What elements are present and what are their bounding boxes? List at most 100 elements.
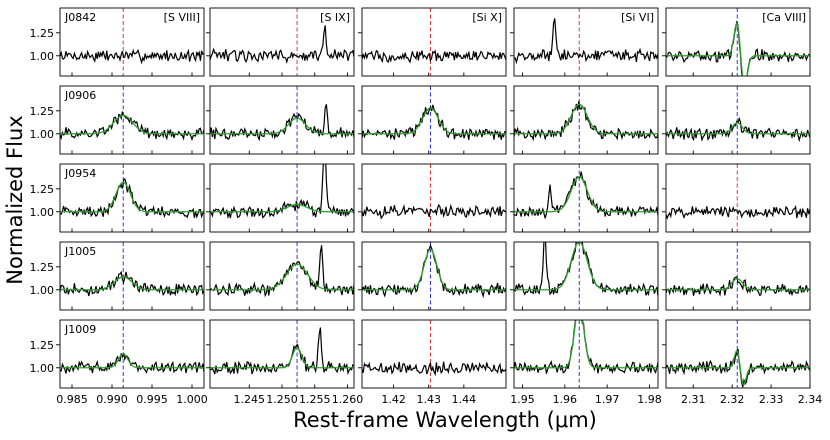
spectrum-data	[60, 48, 204, 65]
x-tick-label: 1.42	[381, 393, 406, 406]
x-tick-label: 2.33	[759, 393, 784, 406]
spectrum-data	[362, 49, 506, 64]
spectrum-data	[514, 242, 658, 297]
panel-j0842-3: [Si VI]	[510, 7, 659, 77]
fit-model-curve	[666, 278, 810, 291]
fit-model-curve	[210, 346, 354, 369]
fit-model-curve	[210, 203, 354, 213]
fit-model-curve	[666, 350, 810, 386]
spectrum-data	[60, 111, 204, 142]
panel-j0906-4	[662, 85, 811, 155]
object-label: J0842	[64, 11, 96, 24]
x-tick-label: 0.990	[96, 393, 128, 406]
line-label: [S VIII]	[164, 11, 200, 24]
panels-group: 1.00 1.25 J0842 [S VIII] [S IX] [Si X] [Si VI]…	[30, 7, 822, 406]
spectrum-data	[514, 320, 658, 375]
y-tick-label: 1.25	[30, 183, 55, 196]
y-tick-label: 1.00	[30, 284, 55, 297]
line-label: [Ca VIII]	[762, 11, 806, 24]
panel-frame	[361, 163, 507, 233]
panel-frame	[513, 85, 659, 155]
panel-frame	[209, 241, 355, 311]
x-axis-label: Rest-frame Wavelength (μm)	[293, 408, 597, 432]
panel-frame	[59, 85, 205, 155]
spectrum-data	[210, 25, 354, 64]
fit-model-curve	[210, 117, 354, 135]
panel-frame	[665, 85, 811, 155]
panel-frame	[513, 7, 659, 77]
y-tick-label: 1.00	[30, 362, 55, 375]
panel-j0842-1: [S IX]	[206, 7, 355, 77]
panel-j1005-2	[358, 241, 507, 311]
spectrum-data	[666, 204, 810, 220]
panel-j0954-1	[206, 163, 355, 233]
x-tick-label: 1.245	[234, 393, 266, 406]
x-tick-label: 1.95	[510, 393, 535, 406]
panel-frame	[209, 85, 355, 155]
panel-frame	[59, 319, 205, 389]
panel-frame	[665, 7, 811, 77]
x-tick-label: 1.43	[416, 393, 441, 406]
fit-model-curve	[514, 176, 658, 213]
line-label: [S IX]	[320, 11, 350, 24]
panel-frame	[209, 319, 355, 389]
fit-model-curve	[666, 122, 810, 135]
panel-j0906-1	[206, 85, 355, 155]
spectrum-data	[362, 203, 506, 220]
panel-j0954-0: 1.00 1.25 J0954	[30, 163, 205, 233]
panel-j1009-1: 1.245 1.250 1.255 1.260	[206, 319, 363, 406]
panel-j0842-2: [Si X]	[358, 7, 507, 77]
x-tick-label: 1.44	[452, 393, 477, 406]
y-tick-label: 1.25	[30, 261, 55, 274]
fit-model-curve	[60, 353, 204, 369]
x-tick-label: 1.255	[299, 393, 331, 406]
panel-frame	[361, 7, 507, 77]
panel-j0906-0: 1.00 1.25 J0906	[30, 85, 205, 155]
panel-frame	[665, 163, 811, 233]
fit-model-curve	[362, 248, 506, 291]
fit-model-curve	[60, 181, 204, 213]
x-tick-label: 1.97	[595, 393, 620, 406]
panel-j1009-4: 2.31 2.32 2.33 2.34	[662, 319, 822, 406]
panel-j0954-3	[510, 163, 659, 233]
panel-frame	[513, 319, 659, 389]
x-tick-label: 1.000	[176, 393, 208, 406]
y-tick-label: 1.00	[30, 206, 55, 219]
spectrum-data	[362, 361, 506, 377]
spectrum-data	[514, 101, 658, 142]
panel-frame	[59, 7, 205, 77]
x-tick-label: 1.98	[637, 393, 662, 406]
spectrum-data	[666, 348, 810, 388]
x-tick-label: 0.985	[56, 393, 88, 406]
spectrum-data	[666, 20, 810, 76]
spectrum-data	[514, 18, 658, 65]
panel-j1005-3	[510, 241, 659, 311]
panel-frame	[361, 241, 507, 311]
fit-model-curve	[514, 103, 658, 135]
x-tick-label: 0.995	[136, 393, 168, 406]
panel-j1009-3: 1.95 1.96 1.97 1.98	[510, 319, 662, 406]
panel-j1005-0: 1.00 1.25 J1005	[30, 241, 205, 311]
panel-j1005-4	[662, 241, 811, 311]
fit-model-curve	[362, 107, 506, 135]
object-label: J1005	[64, 245, 96, 258]
spectrum-data	[210, 245, 354, 298]
object-label: J1009	[64, 323, 96, 336]
y-tick-label: 1.25	[30, 105, 55, 118]
spectrum-data	[60, 352, 204, 374]
x-tick-label: 2.32	[720, 393, 745, 406]
line-label: [Si VI]	[621, 11, 654, 24]
panel-frame	[209, 163, 355, 233]
spectrum-data	[666, 116, 810, 143]
panel-frame	[665, 319, 811, 389]
panel-frame	[59, 241, 205, 311]
panel-frame	[361, 319, 507, 389]
x-tick-label: 1.250	[266, 393, 298, 406]
panel-j1009-0: 0.985 0.990 0.995 1.000 1.00 1.25 J1009	[30, 319, 208, 406]
spectrum-data	[210, 327, 354, 376]
fit-model-curve	[210, 263, 354, 291]
spectrum-data	[210, 164, 354, 220]
x-tick-label: 2.31	[681, 393, 706, 406]
object-label: J0954	[64, 167, 96, 180]
fit-model-curve	[514, 320, 658, 369]
